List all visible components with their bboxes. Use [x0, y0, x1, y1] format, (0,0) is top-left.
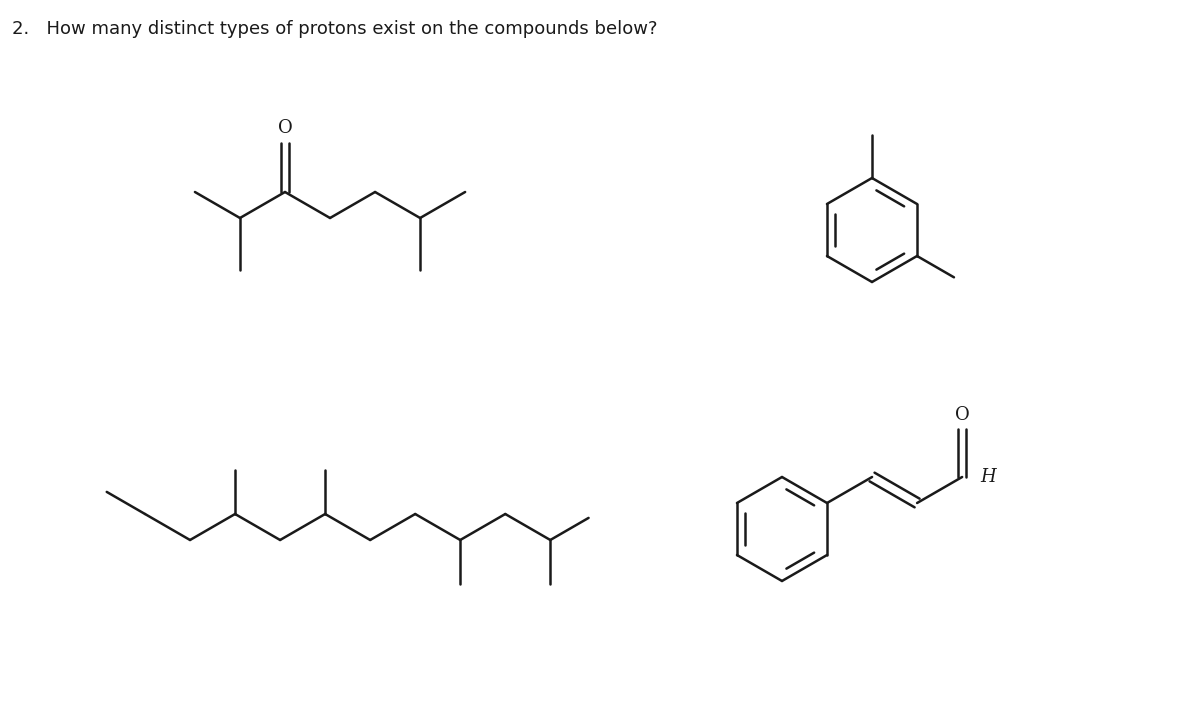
Text: O: O — [277, 119, 293, 137]
Text: O: O — [955, 406, 970, 424]
Text: 2.   How many distinct types of protons exist on the compounds below?: 2. How many distinct types of protons ex… — [12, 20, 658, 38]
Text: H: H — [980, 468, 996, 486]
